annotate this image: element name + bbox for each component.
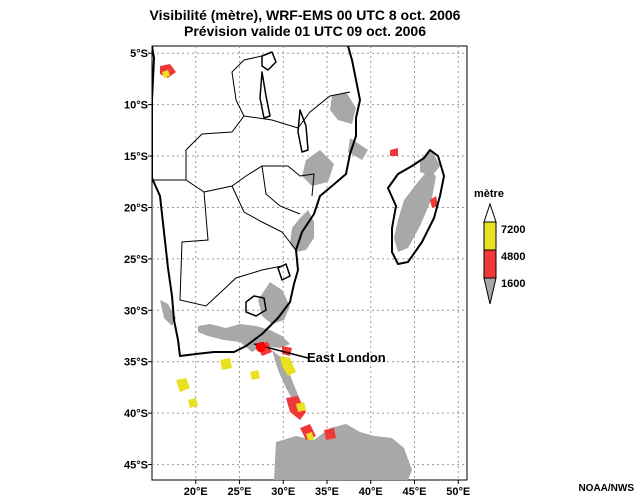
lon-tick-label: 30°E bbox=[271, 486, 295, 498]
fog-area-central bbox=[302, 150, 334, 186]
visibility-7200-patches bbox=[162, 70, 314, 440]
lat-tick-label: 10°S bbox=[124, 100, 148, 112]
legend-arrow-top bbox=[483, 202, 497, 223]
fog-area-madagascar bbox=[394, 170, 436, 252]
lat-tick-label: 20°S bbox=[124, 202, 148, 214]
plot-frame bbox=[151, 45, 468, 481]
lesotho-border bbox=[245, 295, 267, 317]
lon-tick-label: 20°E bbox=[184, 486, 208, 498]
africa-coastline bbox=[152, 46, 361, 357]
lon-tick-label: 25°E bbox=[228, 486, 252, 498]
lat-tick-label: 15°S bbox=[124, 151, 148, 163]
legend-swatch-4800 bbox=[483, 249, 497, 279]
lat-tick-label: 25°S bbox=[124, 254, 148, 266]
lat-tick-label: 30°S bbox=[124, 305, 148, 317]
madagascar-coastline bbox=[387, 149, 445, 265]
lat-tick-label: 5°S bbox=[130, 48, 148, 60]
east-london-marker bbox=[255, 342, 266, 353]
east-london-label: East London bbox=[307, 350, 386, 365]
legend-label-1600: 1600 bbox=[501, 278, 526, 290]
lon-tick-label: 35°E bbox=[315, 486, 339, 498]
map-title: Visibilité (mètre), WRF-EMS 00 UTC 8 oct… bbox=[149, 7, 461, 23]
axis-ticks: 5°S 10°S 15°S 20°S 25°S 30°S 35°S 40°S 45°S 20°E 2… bbox=[124, 48, 470, 498]
legend-title: mètre bbox=[474, 188, 504, 200]
country-borders bbox=[152, 55, 351, 307]
graticule bbox=[152, 46, 467, 480]
lake-tanganyika bbox=[259, 71, 271, 119]
lon-tick-label: 50°E bbox=[446, 486, 470, 498]
map-subtitle: Prévision valide 01 UTC 09 oct. 2006 bbox=[183, 23, 426, 39]
lon-tick-label: 45°E bbox=[403, 486, 427, 498]
fog-area-east-africa bbox=[330, 92, 356, 124]
fog-area-antarctic bbox=[274, 424, 412, 480]
legend-colorbar bbox=[483, 202, 497, 305]
legend-label-7200: 7200 bbox=[501, 224, 526, 236]
credit-label: NOAA/NWS bbox=[578, 483, 634, 494]
lake-victoria bbox=[261, 51, 277, 71]
fog-area-channel bbox=[272, 350, 300, 406]
visibility-field bbox=[160, 64, 440, 480]
legend-label-4800: 4800 bbox=[501, 251, 526, 263]
legend-swatch-7200 bbox=[483, 221, 497, 251]
coastline bbox=[152, 46, 445, 357]
lat-tick-label: 40°S bbox=[124, 408, 148, 420]
swaziland-border bbox=[277, 263, 291, 281]
fog-area-west-coast bbox=[160, 300, 176, 326]
lon-tick-label: 40°E bbox=[359, 486, 383, 498]
lake-malawi bbox=[297, 109, 309, 153]
lat-tick-label: 45°S bbox=[124, 460, 148, 472]
lat-tick-label: 35°S bbox=[124, 357, 148, 369]
legend-swatch-1600 bbox=[483, 277, 497, 305]
